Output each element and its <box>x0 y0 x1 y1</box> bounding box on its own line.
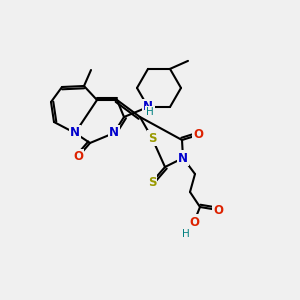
Text: N: N <box>143 100 153 113</box>
Text: H: H <box>146 107 154 117</box>
Text: H: H <box>182 229 190 239</box>
Text: N: N <box>178 152 188 164</box>
Text: O: O <box>213 203 223 217</box>
Text: N: N <box>109 127 119 140</box>
Text: O: O <box>189 215 199 229</box>
Text: O: O <box>73 151 83 164</box>
Text: N: N <box>70 127 80 140</box>
Text: S: S <box>148 131 156 145</box>
Text: S: S <box>148 176 156 188</box>
Text: O: O <box>193 128 203 142</box>
